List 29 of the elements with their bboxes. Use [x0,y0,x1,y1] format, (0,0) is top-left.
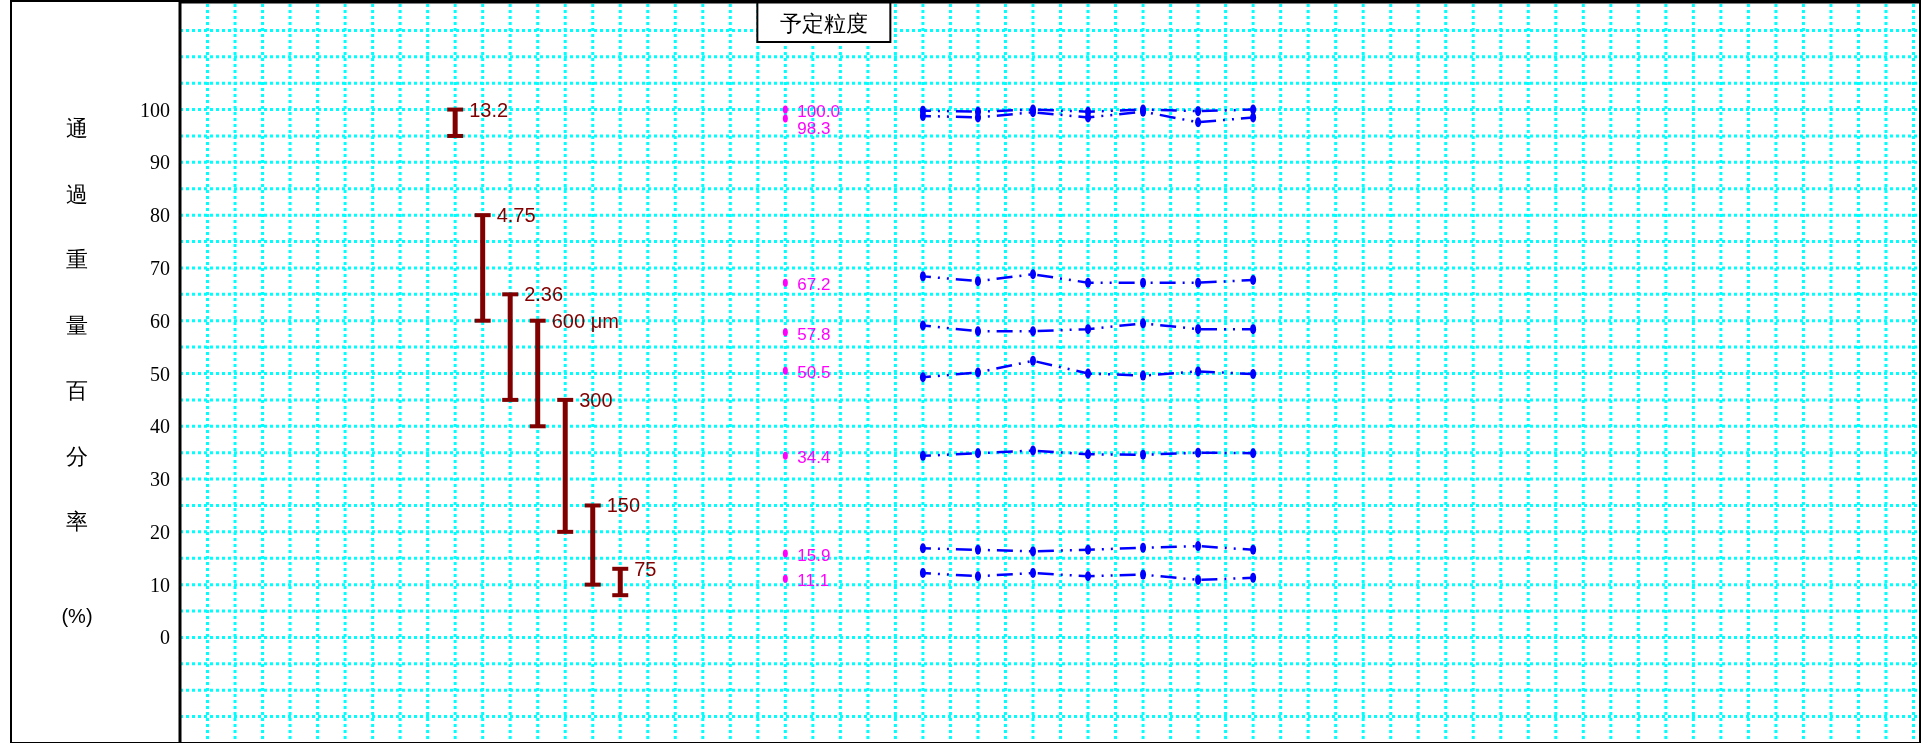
data-label: 11.1 [797,571,830,591]
annotation: 150 [606,494,641,517]
annotation: 2.36 [524,283,564,306]
y-tick-label: 40 [150,415,170,438]
y-tick-label: 20 [150,520,170,543]
annotation: 13.2 [469,98,509,121]
y-tick-label: 100 [140,98,170,121]
y-tick-label: 80 [150,204,170,227]
y-tick-label: 60 [150,309,170,332]
annotation: 300 [579,388,613,411]
data-label: 50.5 [797,363,831,383]
annotation: 予定粒度 [756,1,892,43]
y-tick-label: 10 [150,573,170,596]
y-tick-label: 0 [160,626,170,649]
y-tick-label: 30 [150,468,170,491]
y-tick-label: 50 [150,362,170,385]
ylabel: 通過重量百分率(%) [61,116,93,627]
data-label: 98.3 [797,119,831,139]
data-label: 100.0 [797,102,840,122]
annotation: 600 μm [551,309,619,332]
y-tick-label: 70 [150,256,170,279]
data-label: 34.4 [797,448,831,468]
annotation: 予定粒度 [779,11,868,36]
data-label: 67.2 [797,275,831,295]
annotation: 4.75 [496,204,536,227]
y-tick-label: 90 [150,151,170,174]
annotation: 75 [634,557,657,580]
data-label: 15.9 [797,546,831,565]
data-label: 57.8 [797,324,831,344]
